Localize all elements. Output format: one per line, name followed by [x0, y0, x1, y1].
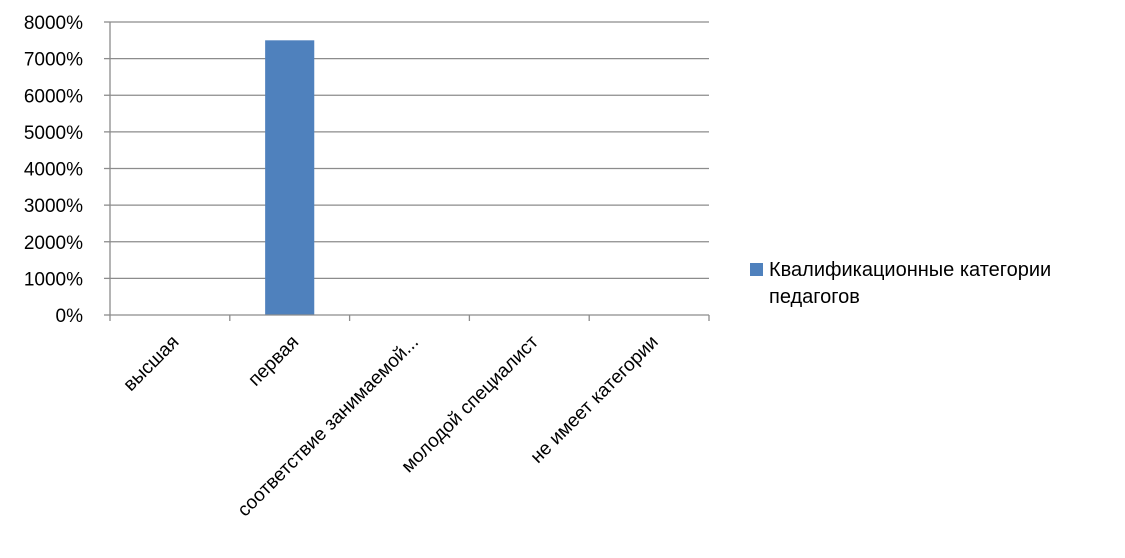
y-tick-label: 0% [56, 306, 84, 327]
x-tick-label: первая [244, 332, 303, 391]
y-tick-label: 5000% [24, 123, 83, 144]
y-tick-labels: 0% 1000% 2000% 3000% 4000% 5000% 6000% 7000% 800… [24, 13, 83, 327]
y-tick-label: 6000% [24, 86, 83, 107]
x-tick-label: молодой специалист [398, 331, 544, 477]
bars [265, 40, 315, 315]
legend-swatch [750, 263, 763, 276]
legend: Квалификационные категории педагогов [750, 259, 1051, 308]
x-tick-label: не имеет категории [527, 332, 663, 468]
y-tick-label: 1000% [24, 269, 83, 290]
y-tick-label: 4000% [24, 160, 83, 181]
x-tick-label: высшая [120, 332, 184, 396]
y-tick-label: 8000% [24, 13, 83, 34]
axes [104, 21, 710, 321]
legend-label: Квалификационные категории педагогов [769, 259, 1051, 308]
y-tick-label: 7000% [24, 50, 83, 71]
y-tick-label: 3000% [24, 196, 83, 217]
gridlines [110, 21, 709, 280]
y-tick-label: 2000% [24, 233, 83, 254]
bar [265, 40, 315, 315]
